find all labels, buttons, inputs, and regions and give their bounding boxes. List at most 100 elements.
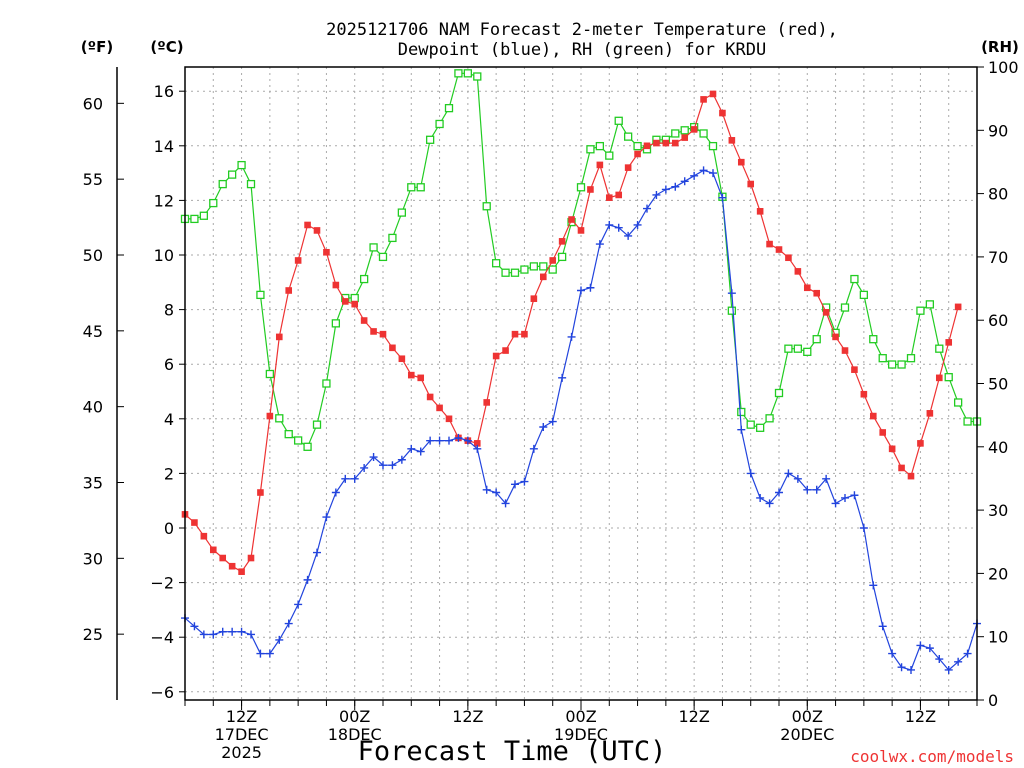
x-tick-label: 00Z [792, 707, 823, 726]
data-point [209, 546, 217, 554]
data-point [567, 332, 576, 341]
data-point [237, 627, 246, 636]
data-point [426, 393, 434, 401]
data-point [331, 488, 340, 497]
data-point [614, 116, 623, 125]
data-point [501, 268, 510, 277]
data-point [756, 208, 764, 215]
unit-celsius: (ºC) [150, 38, 183, 56]
data-point [633, 141, 642, 151]
data-point [444, 103, 454, 113]
data-point [746, 420, 755, 429]
data-point [917, 440, 924, 447]
x-tick-label: 12Z [226, 707, 257, 726]
data-point [209, 198, 218, 208]
data-point [765, 499, 774, 508]
data-point [775, 488, 783, 497]
data-point [209, 630, 218, 639]
data-point [831, 499, 840, 508]
plot-frame [184, 66, 978, 701]
data-point [699, 129, 708, 138]
rh-tick-label: 40 [988, 438, 1008, 457]
celsius-tick-label: −2 [150, 574, 174, 593]
rh-tick-label: 30 [988, 501, 1008, 520]
data-point [595, 240, 604, 249]
data-point [313, 548, 321, 557]
data-point [539, 262, 548, 271]
data-point [699, 166, 708, 175]
data-point [586, 145, 595, 154]
data-point [709, 169, 717, 178]
data-point [379, 330, 387, 338]
data-point [199, 630, 208, 639]
data-point [869, 412, 877, 420]
data-point [935, 344, 944, 353]
data-point [265, 649, 274, 658]
data-point [634, 150, 641, 158]
data-point [388, 461, 397, 470]
data-point [793, 474, 802, 483]
data-point [709, 90, 717, 98]
unit-rh: (RH) [981, 38, 1019, 56]
data-point [312, 420, 322, 429]
data-point [416, 447, 425, 456]
data-point [521, 330, 528, 338]
data-point [463, 69, 473, 78]
data-point [492, 352, 500, 360]
x-tick-label: 20DEC [780, 725, 834, 744]
data-point [247, 630, 255, 639]
fahrenheit-axis: 25 30 35 40 45 50 55 60 [83, 67, 124, 700]
x-tick-label: 2025 [221, 743, 262, 762]
data-point [624, 164, 632, 171]
data-point [473, 444, 482, 453]
data-point [473, 440, 481, 447]
data-point [869, 335, 878, 344]
celsius-tick-label: −6 [150, 683, 174, 702]
data-point [529, 262, 539, 271]
celsius-tick-label: 8 [164, 301, 174, 320]
data-point [510, 268, 520, 277]
data-point [397, 208, 407, 217]
data-point [407, 371, 415, 379]
grid [185, 67, 977, 700]
data-point [275, 333, 283, 341]
celsius-tick-label: −4 [150, 628, 174, 647]
data-point [520, 265, 529, 274]
data-point [945, 339, 953, 346]
data-point [624, 231, 633, 240]
credit-text: coolwx.com/models [850, 747, 1014, 766]
data-point [463, 436, 472, 445]
data-point [502, 347, 509, 354]
rh-tick-label: 0 [988, 691, 998, 710]
data-point [445, 436, 453, 445]
data-point [822, 309, 830, 316]
data-point [954, 303, 962, 311]
data-point [812, 485, 821, 494]
data-point [643, 142, 651, 150]
x-tick-label: 12Z [678, 707, 709, 726]
data-point [690, 171, 699, 180]
data-point [199, 211, 209, 220]
data-point [303, 575, 312, 584]
data-point [548, 417, 557, 426]
data-point [360, 463, 369, 472]
data-point [869, 581, 878, 590]
data-point [897, 663, 906, 672]
data-point [425, 135, 435, 144]
data-point [700, 96, 707, 103]
data-point [304, 221, 311, 229]
data-point [935, 374, 943, 382]
data-point [775, 246, 783, 253]
data-point [963, 649, 972, 658]
data-point [737, 425, 746, 434]
data-point [576, 183, 586, 192]
data-point [879, 429, 887, 436]
data-point [907, 665, 915, 674]
data-point [888, 649, 897, 658]
unit-fahrenheit: (ºF) [81, 38, 113, 56]
data-point [219, 554, 227, 562]
data-point [294, 257, 302, 264]
data-point [359, 274, 369, 284]
data-point [284, 619, 293, 628]
data-point [812, 335, 821, 344]
